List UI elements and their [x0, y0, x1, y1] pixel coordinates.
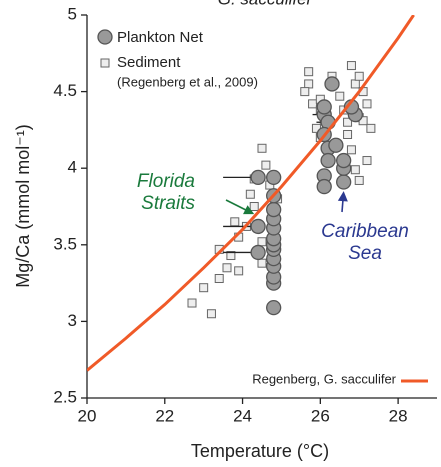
sediment-point — [245, 189, 255, 199]
sediment-point — [362, 156, 372, 166]
sediment-point — [346, 61, 356, 71]
sediment-point — [304, 79, 314, 89]
sediment-point — [300, 87, 310, 97]
x-tick-label: 26 — [311, 406, 330, 425]
sediment-point — [261, 160, 271, 170]
net-point — [324, 76, 340, 92]
arrow-head — [243, 205, 255, 215]
sediment-point — [222, 263, 232, 273]
sediment-point — [257, 237, 267, 247]
sediment-point — [206, 309, 216, 319]
legend-label: Regenberg, G. sacculifer — [252, 371, 396, 386]
sediment-point — [343, 117, 353, 127]
sediment-point — [308, 99, 318, 109]
y-axis-label: Mg/Ca (mmol mol⁻¹) — [13, 124, 33, 288]
annotation-text: Sea — [348, 243, 382, 264]
net-point — [266, 169, 282, 186]
net-point — [266, 201, 282, 218]
sediment-point — [230, 217, 240, 227]
net-point — [320, 152, 336, 169]
y-tick-label: 4.5 — [53, 81, 77, 100]
sediment-point — [187, 298, 197, 308]
net-point — [250, 169, 266, 186]
chart-title: G. sacculifer — [218, 0, 314, 8]
sediment-point — [346, 145, 356, 155]
sediment-point — [335, 91, 345, 101]
net-point — [316, 178, 332, 195]
y-tick-label: 3 — [68, 311, 77, 330]
sediment-point — [257, 143, 267, 153]
net-point — [250, 218, 266, 235]
sediment-point — [350, 165, 360, 175]
sediment-point — [354, 71, 364, 81]
sediment-point — [257, 258, 267, 268]
sediment-point — [362, 99, 372, 109]
x-tick-label: 20 — [78, 406, 97, 425]
sediment-point — [226, 251, 236, 261]
net-point — [250, 244, 266, 261]
y-tick-label: 3.5 — [53, 234, 77, 253]
annotation-text: Caribbean — [321, 221, 409, 242]
annotation-text: Florida — [137, 171, 195, 192]
sediment-point — [199, 283, 209, 293]
sediment-point — [304, 67, 314, 77]
calibration-curve — [87, 15, 415, 372]
sediment-point — [350, 79, 360, 89]
x-tick-label: 24 — [233, 406, 252, 425]
net-point — [328, 137, 344, 153]
net-point — [336, 174, 352, 190]
legend-label: Plankton Net — [117, 29, 204, 46]
y-tick-label: 2.5 — [53, 387, 77, 406]
x-tick-label: 28 — [389, 406, 408, 425]
legend-note: (Regenberg et al., 2009) — [117, 74, 258, 89]
net-point — [316, 99, 332, 115]
annotation-text: Straits — [141, 193, 195, 214]
x-axis-label: Temperature (°C) — [191, 441, 329, 461]
legend-marker — [100, 58, 110, 68]
sediment-point — [366, 123, 376, 133]
net-point — [336, 152, 352, 169]
legend-marker — [97, 29, 113, 45]
sediment-point — [343, 129, 353, 139]
net-point — [266, 299, 282, 316]
y-tick-label: 5 — [68, 4, 77, 23]
x-tick-label: 22 — [155, 406, 174, 425]
sediment-point — [249, 202, 259, 211]
sediment-point — [354, 175, 364, 185]
legend-label: Sediment — [117, 54, 181, 71]
arrow-head — [337, 191, 348, 202]
sediment-point — [234, 266, 244, 276]
sediment-point — [214, 274, 224, 284]
y-tick-label: 4 — [68, 158, 77, 177]
